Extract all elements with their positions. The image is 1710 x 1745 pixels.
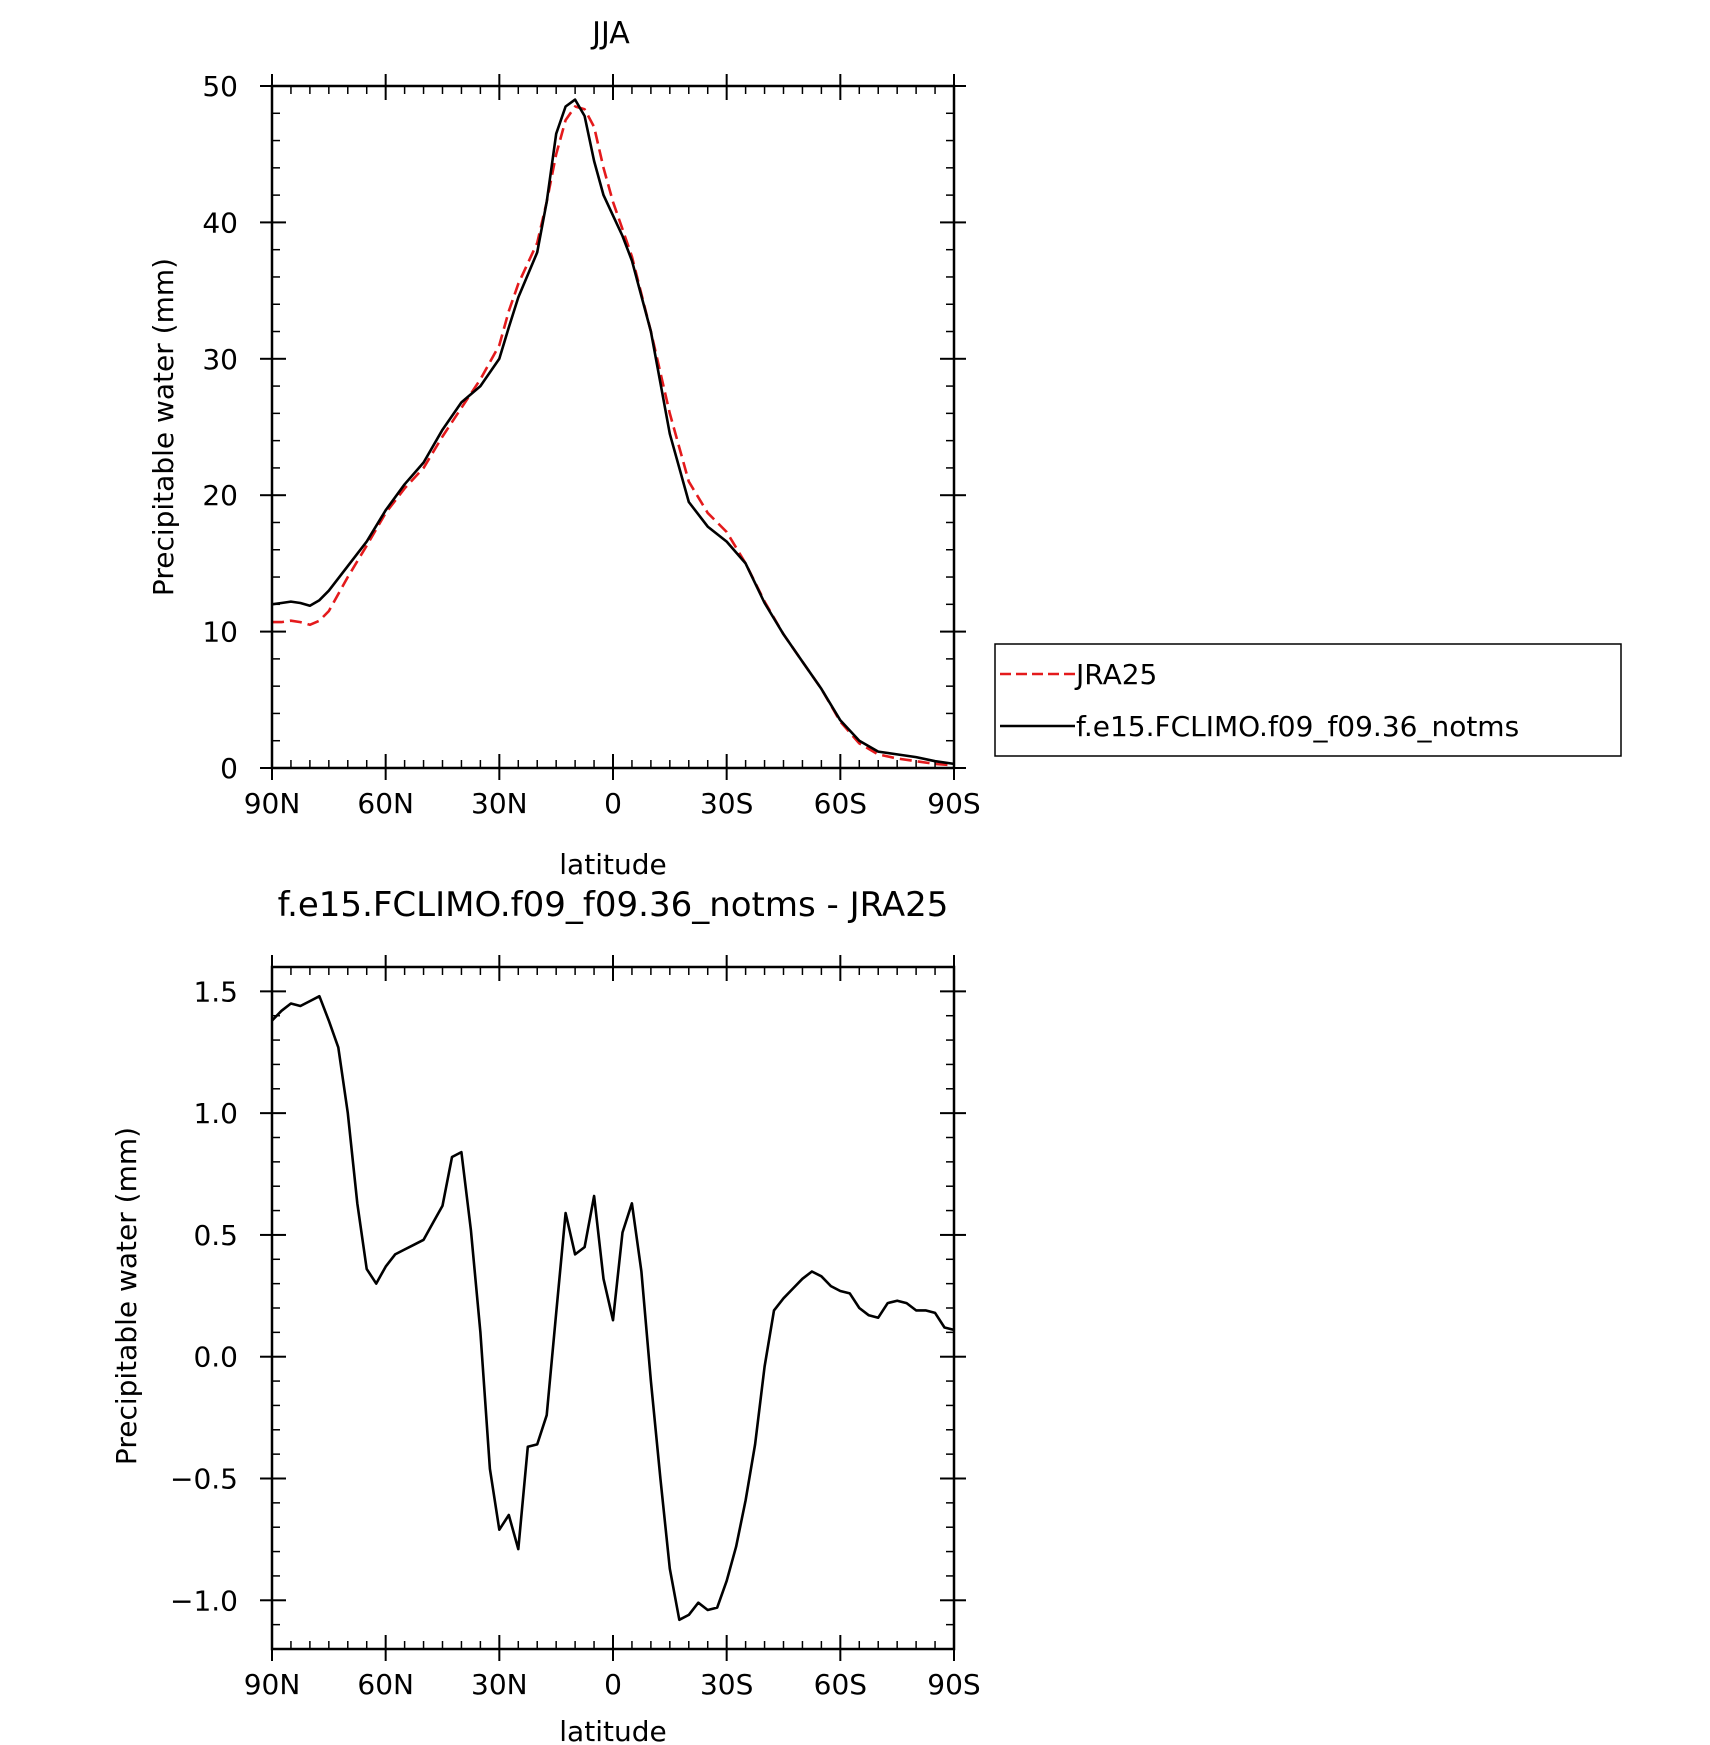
y-tick-label: 1.5 xyxy=(193,975,238,1008)
chart-title: JJA xyxy=(590,16,630,51)
y-tick-label: −1.0 xyxy=(170,1584,238,1617)
plot-frame xyxy=(270,84,956,770)
legend-box xyxy=(994,643,1622,757)
y-tick-label: −0.5 xyxy=(170,1463,238,1496)
x-tick-label: 90N xyxy=(244,787,301,820)
bottom-panel: f.e15.FCLIMO.f09_f09.36_notms - JRA25 90… xyxy=(110,885,981,1745)
x-tick-label: 30S xyxy=(700,787,753,820)
chart-title: f.e15.FCLIMO.f09_f09.36_notms - JRA25 xyxy=(278,885,949,925)
x-tick-label: 90N xyxy=(244,1668,301,1701)
x-tick-label: 30S xyxy=(700,1668,753,1701)
x-tick-label: 0 xyxy=(604,1668,622,1701)
plot-area xyxy=(271,994,955,1622)
series-line-model xyxy=(271,98,955,766)
x-tick-label: 0 xyxy=(604,787,622,820)
plot-area xyxy=(271,98,955,767)
x-tick-label: 60N xyxy=(357,1668,414,1701)
legend-label-jra25: JRA25 xyxy=(1074,658,1157,691)
plot-frame xyxy=(270,965,956,1651)
legend: JRA25 f.e15.FCLIMO.f09_f09.36_notms xyxy=(994,643,1622,757)
x-tick-label: 60S xyxy=(814,787,867,820)
x-tick-label: 90S xyxy=(927,1668,980,1701)
y-axis-label: Precipitable water (mm) xyxy=(147,258,180,596)
x-tick-label: 60N xyxy=(357,787,414,820)
top-panel: JJA 90N 60N 30N 0 30S 60S 90S 0 10 20 30 40 50 latit… xyxy=(147,16,1622,881)
x-tick-label: 90S xyxy=(927,787,980,820)
y-tick-label: 20 xyxy=(202,479,238,512)
x-axis-label: latitude xyxy=(559,848,666,881)
series-line-difference xyxy=(271,994,955,1622)
y-tick-label: 0.5 xyxy=(193,1219,238,1252)
series-line-jra25 xyxy=(272,105,955,767)
y-tick-label: 1.0 xyxy=(193,1097,238,1130)
legend-label-model: f.e15.FCLIMO.f09_f09.36_notms xyxy=(1076,710,1519,743)
y-axis-label: Precipitable water (mm) xyxy=(110,1127,143,1465)
y-tick-label: 50 xyxy=(202,70,238,103)
x-tick-label: 30N xyxy=(471,787,528,820)
x-tick-label: 30N xyxy=(471,1668,528,1701)
x-tick-label: 60S xyxy=(814,1668,867,1701)
y-tick-label: 0 xyxy=(220,752,238,785)
y-tick-label: 0.0 xyxy=(193,1341,238,1374)
y-tick-label: 30 xyxy=(202,343,238,376)
y-tick-label: 10 xyxy=(202,616,238,649)
x-axis-label: latitude xyxy=(559,1715,666,1745)
y-tick-label: 40 xyxy=(202,206,238,239)
